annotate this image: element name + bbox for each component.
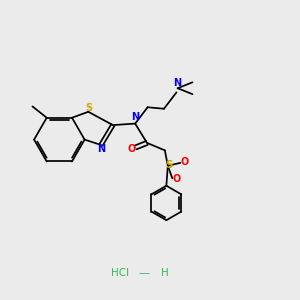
Text: N: N bbox=[131, 112, 139, 122]
Text: O: O bbox=[181, 157, 189, 166]
Text: N: N bbox=[174, 78, 182, 88]
Text: H: H bbox=[161, 268, 169, 278]
Text: S: S bbox=[165, 160, 173, 170]
Text: HCl: HCl bbox=[111, 268, 129, 278]
Text: —: — bbox=[139, 268, 150, 278]
Text: O: O bbox=[128, 144, 136, 154]
Text: S: S bbox=[85, 103, 92, 113]
Text: O: O bbox=[172, 175, 181, 184]
Text: N: N bbox=[98, 144, 106, 154]
